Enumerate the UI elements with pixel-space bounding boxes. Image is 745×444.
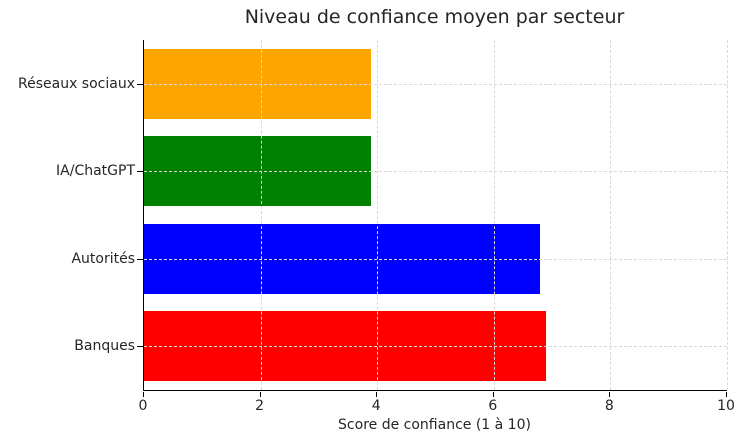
v-gridline-4 xyxy=(377,40,379,390)
y-tick-label-banques: Banques xyxy=(74,338,135,355)
h-gridline-r-seaux-sociaux xyxy=(144,83,727,85)
x-tick-mark-2 xyxy=(259,391,261,397)
y-tick-mark-autorit-s xyxy=(137,258,143,260)
x-tick-label-0: 0 xyxy=(138,398,148,414)
h-gridline-ia-chatgpt xyxy=(144,171,727,173)
x-axis-label: Score de confiance (1 à 10) xyxy=(338,417,531,433)
h-gridline-autorit-s xyxy=(144,258,727,260)
v-gridline-10 xyxy=(727,40,728,390)
x-tick-label-4: 4 xyxy=(371,398,381,414)
x-tick-mark-8 xyxy=(609,391,611,397)
x-tick-mark-10 xyxy=(726,391,727,397)
y-tick-label-r-seaux-sociaux: Réseaux sociaux xyxy=(18,75,135,92)
plot-area xyxy=(143,40,728,391)
x-tick-label-8: 8 xyxy=(604,398,614,414)
h-gridline-banques xyxy=(144,346,727,348)
x-tick-label-2: 2 xyxy=(255,398,265,414)
x-tick-mark-0 xyxy=(143,391,144,397)
x-tick-label-10: 10 xyxy=(717,398,735,414)
y-tick-mark-ia-chatgpt xyxy=(137,171,143,173)
x-tick-label-6: 6 xyxy=(488,398,498,414)
chart-title: Niveau de confiance moyen par secteur xyxy=(244,6,625,28)
v-gridline-6 xyxy=(493,40,495,390)
y-tick-mark-banques xyxy=(137,346,143,348)
y-tick-label-ia-chatgpt: IA/ChatGPT xyxy=(56,163,135,180)
x-tick-mark-4 xyxy=(376,391,378,397)
v-gridline-2 xyxy=(260,40,262,390)
y-tick-label-autorit-s: Autorités xyxy=(71,250,135,267)
x-tick-mark-6 xyxy=(492,391,494,397)
v-gridline-8 xyxy=(610,40,612,390)
y-tick-mark-r-seaux-sociaux xyxy=(137,83,143,85)
